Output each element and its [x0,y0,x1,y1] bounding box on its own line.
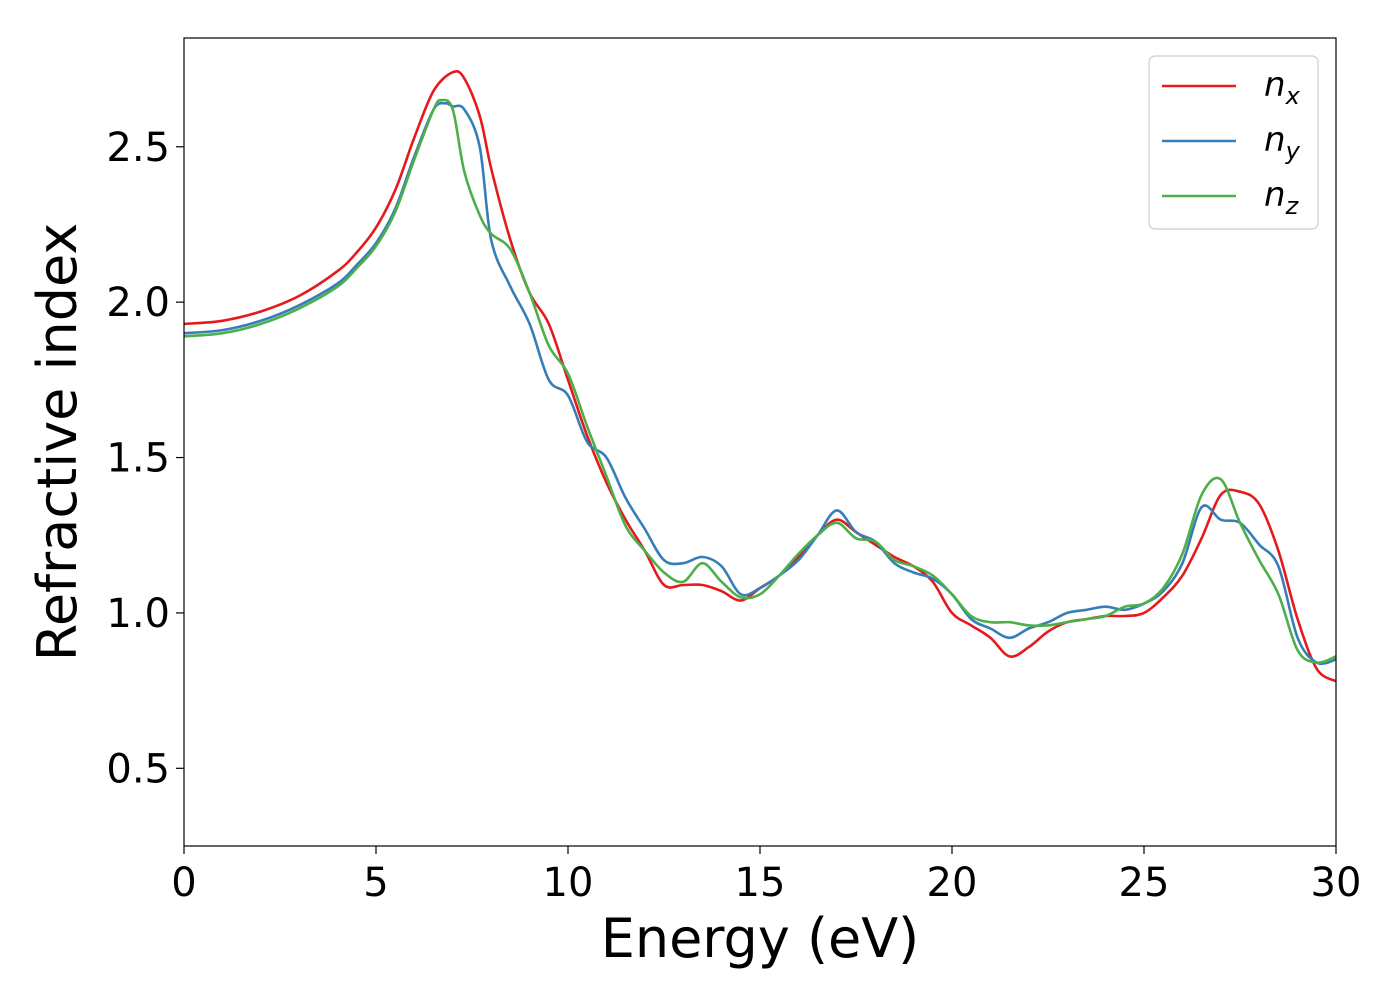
legend-label-subscript: z [1285,192,1300,220]
legend-label-main: n [1264,65,1286,105]
legend-label-y: ny [1264,120,1301,165]
series-line-x [183,69,1337,683]
y-tick-label: 0.5 [106,746,170,792]
legend-label-z: nz [1264,175,1300,220]
plot-lines [183,69,1337,683]
legend-label-subscript: x [1285,82,1301,110]
legend-box [1148,55,1319,230]
x-axis-label: Energy (eV) [601,907,920,970]
y-tick-label: 1.0 [106,591,170,637]
y-axis-ticks: 0.5 1.0 1.5 2.0 2.5 [106,125,184,792]
legend-label-x: nx [1264,65,1301,110]
x-tick-label: 10 [543,860,594,906]
legend-label-main: n [1264,120,1286,160]
x-tick-label: 15 [735,860,786,906]
x-tick-label: 5 [363,860,388,906]
y-tick-label: 1.5 [106,436,170,482]
x-axis-ticks: 0 5 10 15 20 25 30 [171,846,1361,906]
legend-label-subscript: y [1285,137,1301,165]
y-axis-label: Refractive index [26,223,89,662]
x-tick-label: 20 [927,860,978,906]
x-tick-label: 30 [1311,860,1362,906]
x-tick-label: 25 [1119,860,1170,906]
y-tick-label: 2.5 [106,125,170,171]
x-tick-label: 0 [171,860,196,906]
series-line-z [183,98,1337,664]
legend-label-main: n [1264,175,1286,215]
y-tick-label: 2.0 [106,280,170,326]
